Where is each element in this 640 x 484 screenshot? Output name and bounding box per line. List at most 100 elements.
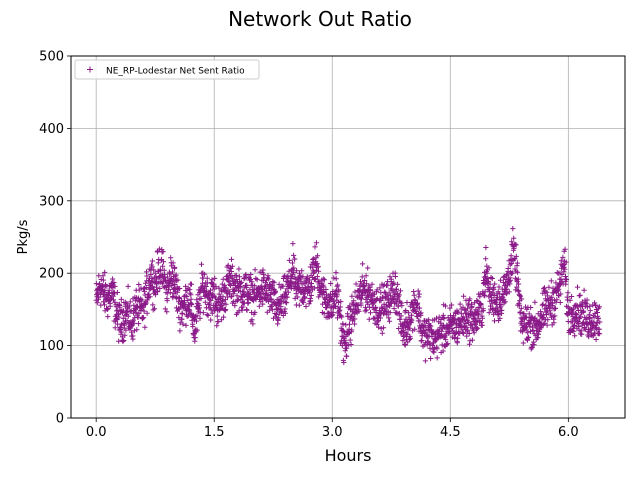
data-point <box>311 256 317 262</box>
data-point <box>381 325 387 331</box>
data-point <box>179 316 185 322</box>
data-point <box>593 336 599 343</box>
data-point <box>445 341 451 347</box>
data-point <box>189 302 195 308</box>
data-point <box>152 270 158 276</box>
data-point <box>341 359 347 366</box>
data-point <box>112 299 118 305</box>
data-point <box>252 267 258 273</box>
data-point <box>314 261 320 267</box>
data-point <box>294 268 300 274</box>
data-point <box>244 307 250 313</box>
data-point <box>254 277 260 283</box>
data-point <box>402 342 408 348</box>
data-point <box>358 302 364 308</box>
data-point <box>157 285 163 292</box>
y-tick-label: 300 <box>39 194 64 209</box>
data-point <box>408 320 414 326</box>
data-point <box>491 292 497 299</box>
data-point <box>535 331 541 337</box>
data-point <box>338 299 344 305</box>
data-point <box>172 264 178 270</box>
data-point <box>337 307 343 313</box>
data-point <box>135 314 141 320</box>
data-point <box>419 337 425 344</box>
data-point <box>347 337 353 343</box>
data-point <box>390 296 397 302</box>
data-point <box>224 290 230 296</box>
data-point <box>543 311 550 318</box>
data-point <box>515 269 521 275</box>
data-point <box>552 305 558 312</box>
data-point <box>562 273 569 280</box>
data-point <box>560 254 566 260</box>
data-point <box>581 308 587 314</box>
data-point <box>574 284 581 290</box>
data-point <box>559 271 565 278</box>
data-point <box>147 294 153 300</box>
data-point <box>285 289 291 295</box>
data-point <box>228 282 234 289</box>
data-point <box>595 315 601 321</box>
data-point <box>342 340 348 346</box>
data-point <box>377 315 383 321</box>
data-point <box>513 253 519 259</box>
data-point <box>297 284 303 291</box>
data-point <box>407 335 414 341</box>
data-point <box>315 264 321 270</box>
data-point <box>300 291 306 297</box>
data-point <box>556 286 562 292</box>
data-point <box>483 244 489 251</box>
data-point <box>584 297 590 303</box>
data-point <box>131 320 137 326</box>
data-point <box>498 277 504 283</box>
data-point <box>397 288 404 294</box>
data-point <box>412 326 418 332</box>
data-point <box>278 304 284 310</box>
data-point <box>510 226 516 232</box>
data-point <box>139 297 145 303</box>
data-point <box>328 280 334 287</box>
data-point <box>360 261 366 267</box>
data-point <box>378 297 384 304</box>
data-point <box>517 293 524 299</box>
data-point <box>395 281 401 287</box>
data-point <box>228 256 235 262</box>
data-point <box>508 260 514 267</box>
data-point <box>207 287 214 293</box>
data-point <box>291 265 297 271</box>
data-point <box>385 282 391 288</box>
data-point <box>384 312 390 318</box>
y-tick-label: 400 <box>39 122 64 137</box>
data-point <box>194 327 200 333</box>
data-point <box>143 284 149 291</box>
data-point <box>563 259 569 265</box>
data-point <box>374 287 380 293</box>
data-point <box>304 274 310 280</box>
data-point <box>238 279 244 285</box>
data-point <box>481 292 487 298</box>
data-point <box>457 301 463 307</box>
data-point <box>320 276 326 282</box>
data-point <box>180 321 186 327</box>
data-point <box>228 268 234 275</box>
data-point <box>404 299 410 306</box>
data-point <box>502 299 508 305</box>
data-point <box>402 341 408 347</box>
data-point <box>324 303 331 309</box>
data-point <box>352 321 358 327</box>
data-point <box>469 337 475 343</box>
data-point <box>190 324 196 330</box>
data-point <box>387 310 393 316</box>
data-point <box>160 263 166 269</box>
data-point <box>505 265 511 272</box>
data-point <box>120 338 126 345</box>
data-point <box>519 296 525 302</box>
data-point <box>142 324 148 330</box>
data-point <box>596 304 602 310</box>
data-point <box>112 325 118 331</box>
data-point <box>363 273 369 279</box>
data-point <box>170 260 176 266</box>
data-point <box>468 310 474 316</box>
data-point <box>185 297 191 303</box>
